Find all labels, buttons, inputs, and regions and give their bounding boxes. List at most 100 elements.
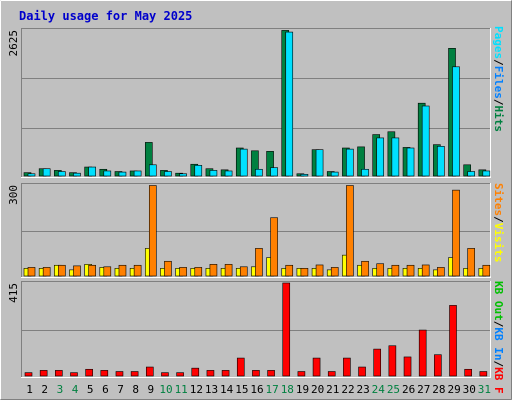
panel-3-y-max-label: 415 — [7, 283, 20, 303]
chart-title: Daily usage for May 2025 — [19, 9, 192, 23]
sites-bar-day-18 — [285, 264, 294, 277]
sites-bar-day-26 — [406, 264, 415, 277]
x-tick-label-day-21: 21 — [326, 383, 339, 396]
pages-bar-day-27 — [421, 105, 430, 177]
x-tick-label-day-25: 25 — [387, 383, 400, 396]
pages-bar-day-6 — [103, 170, 112, 177]
pages-bar-day-24 — [376, 137, 385, 177]
sites-bar-day-8 — [133, 264, 142, 277]
kb-bar-day-4 — [70, 372, 78, 377]
kb-bar-day-13 — [206, 370, 215, 377]
sites-bar-day-31 — [482, 264, 491, 277]
pages-bar-day-2 — [42, 168, 51, 177]
x-tick-label-day-29: 29 — [447, 383, 460, 396]
kb-bar-day-12 — [191, 367, 200, 377]
sites-bar-day-5 — [88, 264, 96, 277]
kb-bar-day-29 — [449, 305, 457, 377]
pages-bar-day-4 — [73, 172, 81, 177]
legend-kb-in: KB In — [492, 327, 505, 360]
kb-bar-day-7 — [115, 371, 124, 377]
x-tick-label-day-5: 5 — [87, 383, 94, 396]
sites-bar-day-2 — [42, 267, 51, 277]
kb-bar-day-3 — [55, 370, 63, 377]
pages-bar-day-26 — [406, 147, 415, 177]
kb-bar-day-16 — [252, 370, 260, 377]
x-tick-label-day-27: 27 — [417, 383, 430, 396]
sites-bar-day-10 — [164, 260, 172, 277]
x-tick-label-day-13: 13 — [205, 383, 218, 396]
kb-bar-day-23 — [358, 366, 366, 377]
sites-bar-day-29 — [452, 189, 460, 277]
kb-bar-day-26 — [403, 356, 412, 377]
pages-bar-day-29 — [452, 66, 460, 177]
sites-bar-day-23 — [361, 260, 369, 277]
pages-bar-day-16 — [255, 168, 263, 177]
kb-bar-day-30 — [464, 368, 472, 377]
x-tick-label-day-26: 26 — [402, 383, 415, 396]
kb-bar-day-8 — [130, 371, 139, 377]
legend-panel-1: Pages/Files/Hits — [492, 26, 505, 132]
x-tick-label-day-6: 6 — [102, 383, 109, 396]
sites-bar-day-15 — [239, 266, 248, 277]
panel-2-y-max-label: 300 — [7, 185, 20, 205]
kb-bar-day-25 — [388, 345, 397, 377]
kb-bar-day-22 — [343, 357, 351, 377]
x-tick-label-day-19: 19 — [296, 383, 309, 396]
x-tick-label-day-20: 20 — [311, 383, 324, 396]
pages-bar-day-13 — [209, 170, 218, 177]
legend-pages: Pages — [492, 26, 505, 59]
pages-bar-day-23 — [361, 168, 369, 177]
sites-bar-day-13 — [209, 264, 218, 277]
legend-panel-3: KB Out/KB In/KB F — [492, 281, 505, 394]
pages-bar-day-17 — [270, 167, 278, 177]
x-tick-label-day-10: 10 — [159, 383, 172, 396]
sites-bar-day-12 — [194, 267, 203, 277]
sites-bar-day-1 — [27, 267, 36, 277]
legend-sep: / — [492, 99, 505, 106]
pages-bar-day-8 — [133, 170, 142, 177]
sites-bar-day-4 — [73, 265, 81, 277]
x-tick-label-day-31: 31 — [478, 383, 491, 396]
pages-bar-day-11 — [179, 173, 187, 177]
pages-bar-day-14 — [224, 170, 233, 177]
pages-bar-day-25 — [391, 137, 400, 177]
pages-bar-day-3 — [58, 171, 66, 177]
x-tick-label-day-17: 17 — [266, 383, 279, 396]
sites-bar-day-24 — [376, 263, 385, 277]
sites-bar-day-7 — [118, 264, 127, 277]
sites-bar-day-28 — [437, 267, 445, 277]
sites-bar-day-22 — [346, 185, 354, 277]
pages-bar-day-20 — [315, 149, 324, 177]
sites-bar-day-17 — [270, 217, 278, 277]
kb-bar-day-10 — [161, 372, 169, 377]
x-tick-label-day-4: 4 — [72, 383, 79, 396]
pages-bar-day-21 — [330, 171, 339, 177]
x-tick-label-day-24: 24 — [372, 383, 386, 396]
kb-bar-day-20 — [312, 357, 321, 377]
kb-bar-day-15 — [236, 357, 245, 377]
x-tick-label-day-14: 14 — [220, 383, 234, 396]
kb-bar-day-5 — [85, 368, 93, 377]
hits-bar-day-9 — [144, 142, 153, 177]
sites-bar-day-20 — [315, 264, 324, 277]
sites-bar-day-25 — [391, 264, 400, 277]
sites-bar-day-3 — [58, 264, 66, 277]
sites-bar-day-30 — [467, 248, 475, 277]
sites-bar-day-14 — [224, 264, 233, 277]
legend-hits: Hits — [492, 106, 505, 133]
pages-bar-day-18 — [285, 31, 294, 177]
kb-bar-day-9 — [145, 366, 154, 377]
hits-bar-day-16 — [251, 150, 259, 177]
kb-bar-day-1 — [24, 372, 33, 377]
pages-bar-day-12 — [194, 165, 203, 177]
hits-bar-day-17 — [266, 151, 274, 177]
pages-bar-day-1 — [27, 173, 36, 177]
pages-bar-day-28 — [437, 146, 445, 177]
x-tick-label-day-2: 2 — [41, 383, 48, 396]
pages-bar-day-30 — [467, 171, 475, 177]
legend-sep: / — [492, 321, 505, 328]
x-tick-label-day-1: 1 — [26, 383, 33, 396]
x-tick-label-day-23: 23 — [357, 383, 370, 396]
